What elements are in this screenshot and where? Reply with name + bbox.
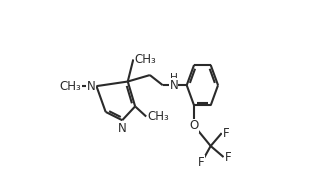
Text: CH₃: CH₃ [147, 110, 169, 123]
Text: F: F [224, 151, 231, 164]
Text: H: H [170, 73, 178, 83]
Text: CH₃: CH₃ [134, 53, 156, 66]
Text: O: O [189, 119, 199, 132]
Text: F: F [223, 127, 229, 140]
Text: CH₃: CH₃ [59, 80, 81, 93]
Text: F: F [198, 156, 205, 169]
Text: N: N [87, 80, 96, 93]
Text: N: N [170, 79, 178, 92]
Text: N: N [118, 122, 127, 135]
